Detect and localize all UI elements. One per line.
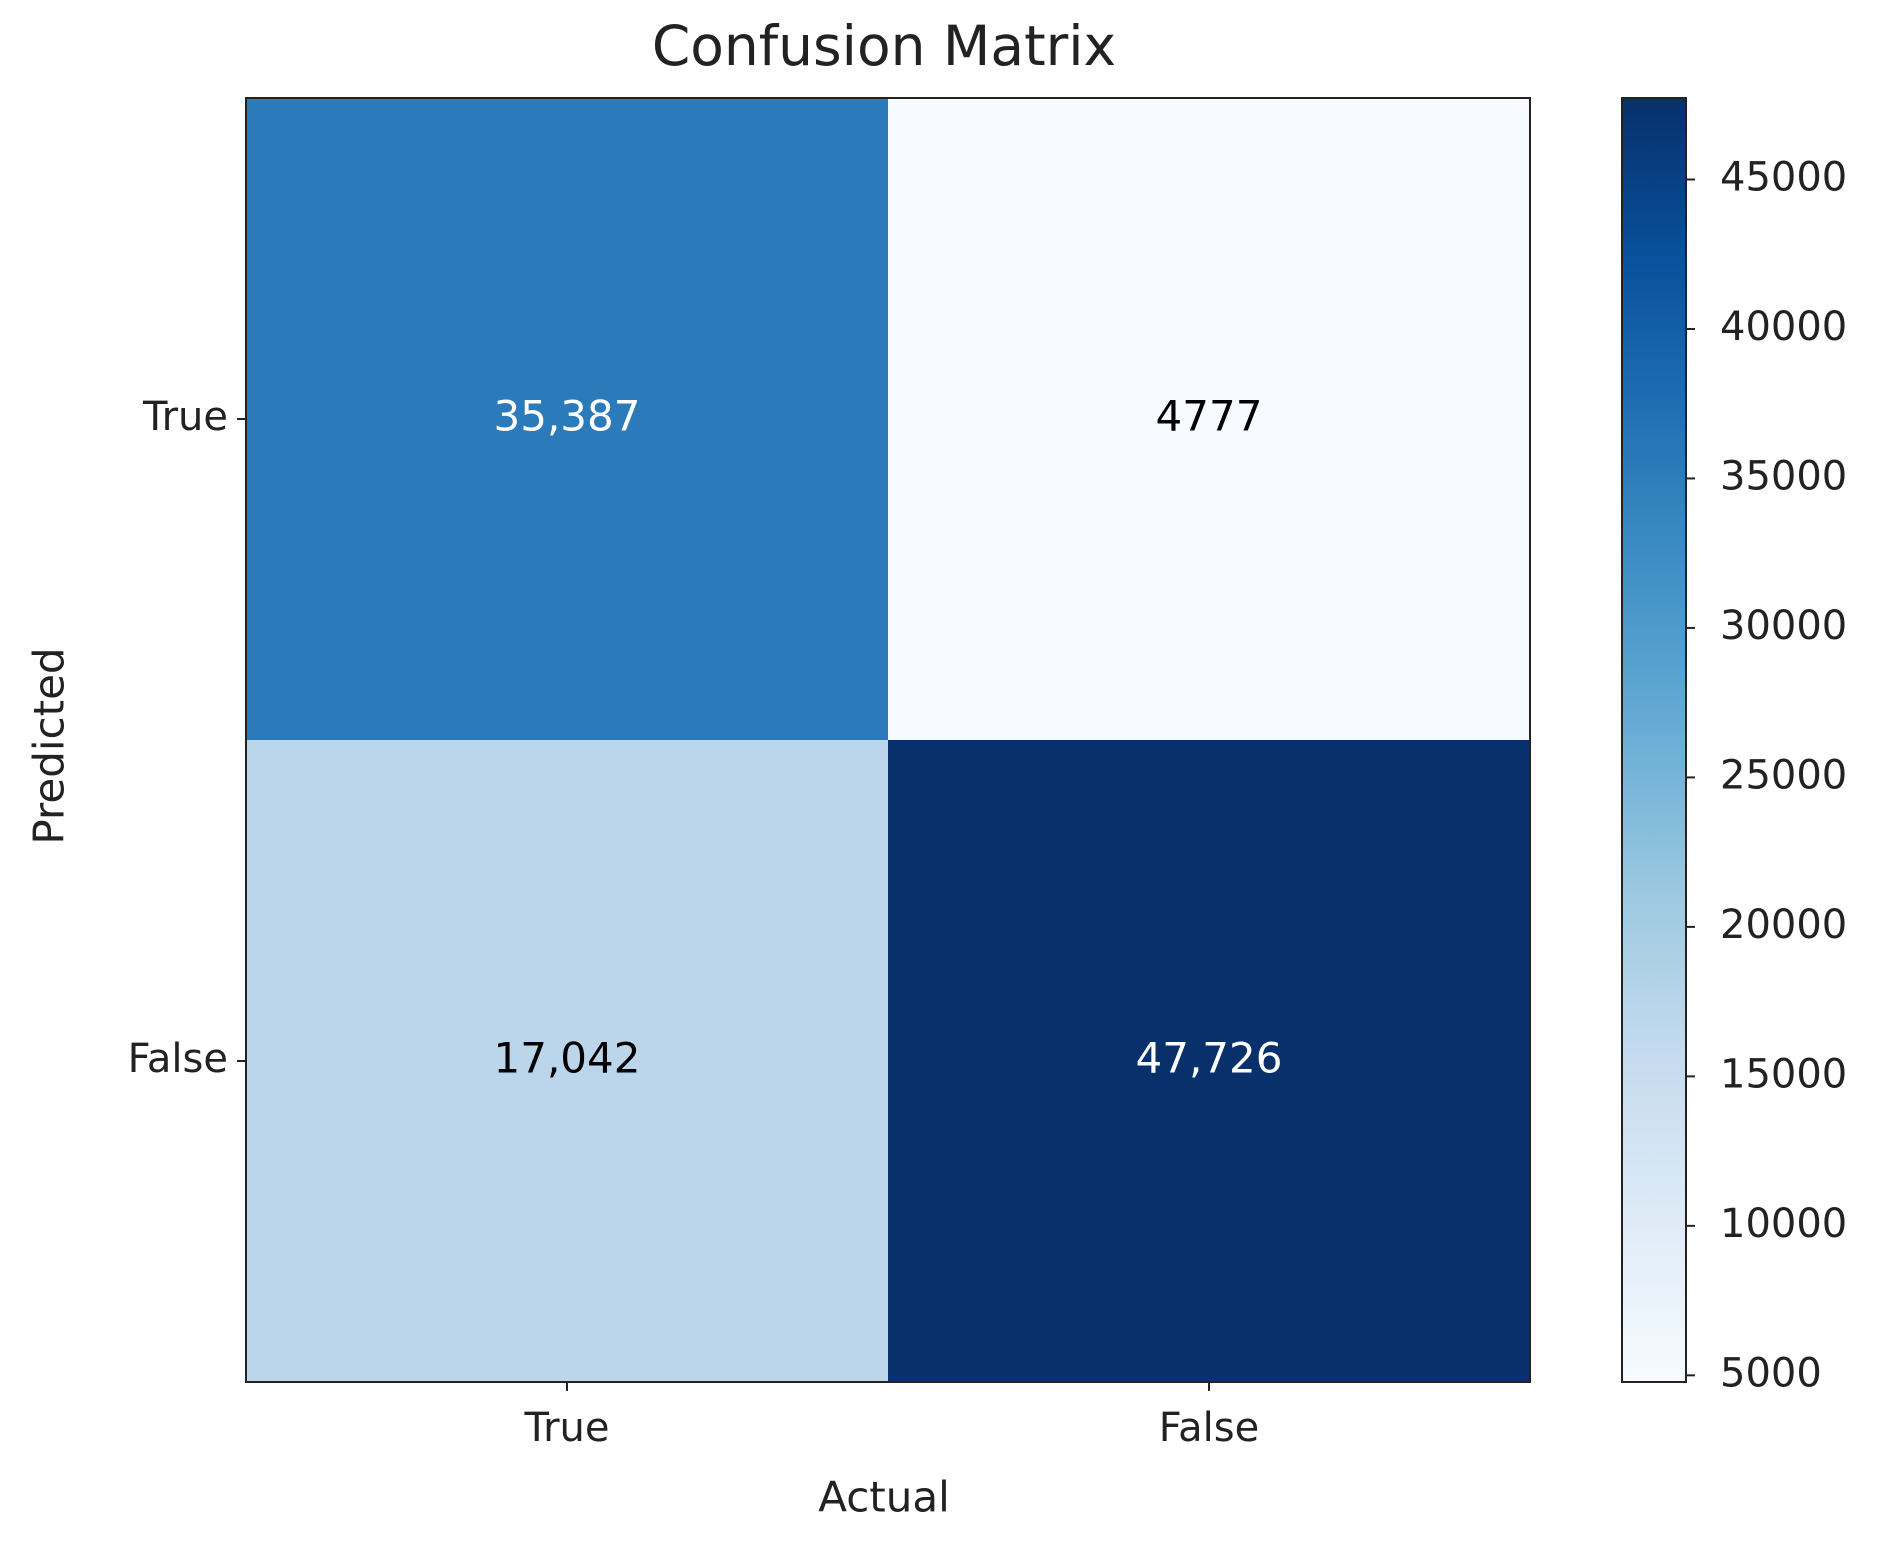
x-tick-label: True xyxy=(524,1405,610,1451)
y-axis-label: Predicted xyxy=(25,647,74,844)
colorbar-tick-label: 20000 xyxy=(1720,902,1847,948)
cell-value-label: 17,042 xyxy=(494,1034,641,1083)
x-axis-label: Actual xyxy=(818,1473,950,1522)
x-tick-label: False xyxy=(1159,1405,1259,1451)
y-tick-label: True xyxy=(142,394,228,440)
colorbar-tick-label: 15000 xyxy=(1720,1051,1847,1097)
chart-title: Confusion Matrix xyxy=(652,14,1116,78)
colorbar-tick-label: 5000 xyxy=(1720,1350,1822,1396)
colorbar-tick-label: 30000 xyxy=(1720,603,1847,649)
heatmap-cell xyxy=(246,740,889,1383)
y-tick-label: False xyxy=(128,1036,228,1082)
colorbar-tick-label: 10000 xyxy=(1720,1201,1847,1247)
cell-value-label: 4777 xyxy=(1156,392,1263,441)
colorbar-tick-label: 40000 xyxy=(1720,304,1847,350)
colorbar xyxy=(1621,97,1687,1383)
colorbar-tick-label: 45000 xyxy=(1720,154,1847,200)
heatmap-cell xyxy=(888,740,1531,1383)
heatmap-cell xyxy=(246,98,889,741)
cell-value-label: 35,387 xyxy=(494,392,641,441)
heatmap-cell xyxy=(888,98,1531,741)
cell-value-label: 47,726 xyxy=(1136,1034,1283,1083)
colorbar-tick-label: 25000 xyxy=(1720,752,1847,798)
colorbar-tick-label: 35000 xyxy=(1720,453,1847,499)
plot-frame xyxy=(245,97,1531,1383)
